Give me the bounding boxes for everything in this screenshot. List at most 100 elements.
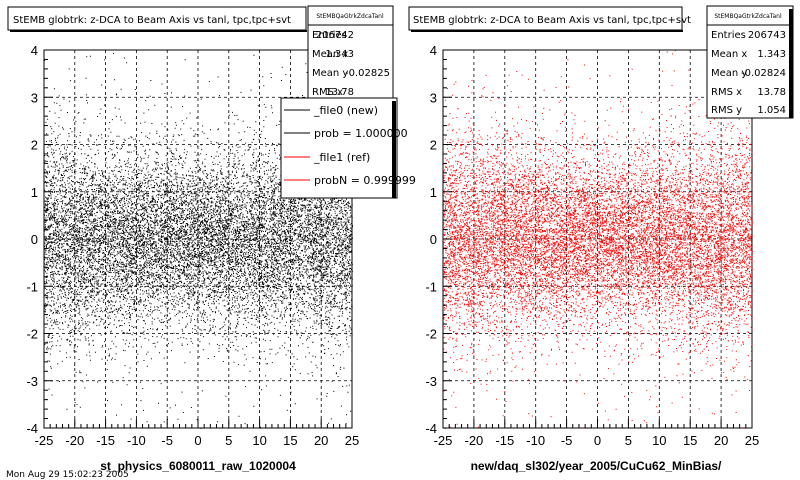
right-point-0	[448, 242, 451, 245]
legend-entry-1: prob = 1.000000	[284, 127, 408, 140]
legend-entry-2: _file1 (ref)	[284, 151, 370, 164]
right-stat-label-2: Mean y	[711, 68, 747, 79]
right-stat-value-2: -0.02824	[741, 68, 786, 79]
left-stat-label-1: Mean x	[312, 49, 348, 60]
left-ytick-label-1: -3	[26, 374, 38, 389]
right-ytick-label-3: -1	[425, 279, 437, 294]
right-point-7	[658, 252, 661, 255]
right-xtick-label-3: -10	[526, 433, 545, 448]
right-point-10	[744, 228, 747, 231]
left-stat-label-2: Mean y	[312, 68, 348, 79]
left-stat-value-3: 13.78	[325, 87, 354, 98]
right-stat-label-3: RMS x	[711, 87, 742, 98]
left-xtick-label-2: -15	[96, 433, 115, 448]
right-x-axis-title: new/daq_sl302/year_2005/CuCu62_MinBias/	[471, 459, 722, 473]
legend-label-0: _file0 (new)	[313, 104, 378, 117]
right-point-3	[534, 228, 537, 231]
right-density-points	[443, 50, 753, 429]
left-xtick-label-6: 5	[225, 433, 232, 448]
right-stat-label-0: Entries	[711, 30, 746, 41]
left-point-1	[73, 252, 76, 255]
left-xtick-label-1: -20	[65, 433, 84, 448]
left-point-5	[197, 228, 199, 231]
right-xtick-label-9: 20	[714, 433, 728, 448]
right-xtick-label-10: 25	[745, 433, 759, 448]
left-ytick-label-0: -4	[26, 421, 38, 436]
legend-box	[280, 97, 398, 199]
left-point-2	[104, 214, 107, 217]
right-xtick-label-0: -25	[434, 433, 453, 448]
right-title: StEMB globtrk: z-DCA to Beam Axis vs tan…	[413, 15, 691, 26]
left-stat-value-1: 1.343	[325, 49, 354, 60]
right-scatter-points	[443, 50, 753, 429]
left-point-7	[258, 223, 261, 226]
right-xtick-label-4: -5	[561, 433, 573, 448]
right-stat-value-4: 1.054	[757, 105, 786, 116]
left-stat-value-0: 206742	[316, 30, 354, 41]
right-ytick-label-5: 1	[430, 185, 437, 200]
left-title: StEMB globtrk: z-DCA to Beam Axis vs tan…	[13, 15, 291, 26]
right-xtick-label-5: 0	[594, 433, 601, 448]
right-point-6	[627, 219, 630, 222]
left-xtick-label-0: -25	[35, 433, 54, 448]
right-stat-label-1: Mean x	[711, 49, 747, 60]
left-ytick-label-8: 4	[31, 43, 38, 58]
left-stat-label-3: RMS x	[312, 87, 343, 98]
right-point-4	[565, 238, 568, 240]
left-scatter-points	[44, 52, 353, 429]
right-stat-value-0: 206743	[748, 30, 786, 41]
right-stat-label-4: RMS y	[711, 105, 742, 116]
right-ytick-label-2: -2	[425, 327, 437, 342]
left-point-0	[49, 233, 52, 236]
right-stats-box	[706, 5, 794, 119]
left-point-10	[344, 247, 347, 250]
left-xtick-label-3: -10	[127, 433, 146, 448]
right-ytick-label-0: -4	[425, 421, 437, 436]
right-xtick-label-1: -20	[465, 433, 484, 448]
left-xtick-label-5: 0	[194, 433, 201, 448]
right-xtick-label-2: -15	[495, 433, 514, 448]
right-xtick-label-8: 15	[683, 433, 697, 448]
legend-label-2: _file1 (ref)	[313, 151, 370, 164]
legend-label-3: probN = 0.999999	[314, 174, 416, 187]
left-xtick-label-7: 10	[252, 433, 266, 448]
right-stat-value-1: 1.343	[757, 49, 786, 60]
left-x-axis-title: st_physics_6080011_raw_1020004	[100, 459, 296, 473]
right-point-5	[596, 247, 599, 250]
left-point-4	[166, 238, 169, 240]
left-point-6	[227, 256, 230, 259]
left-ytick-label-5: 1	[31, 185, 38, 200]
right-ytick-label-6: 2	[430, 138, 437, 153]
left-ytick-label-2: -2	[26, 327, 38, 342]
right-point-2	[503, 261, 506, 264]
right-point-9	[720, 256, 723, 259]
right-ytick-label-1: -3	[425, 374, 437, 389]
left-point-3	[135, 247, 138, 250]
left-stat-label-0: Entries	[312, 30, 347, 41]
right-point-8	[689, 233, 692, 236]
right-ytick-label-8: 4	[430, 43, 437, 58]
right-stat-value-3: 13.78	[757, 87, 786, 98]
left-xtick-label-9: 20	[314, 433, 328, 448]
left-xtick-label-8: 15	[283, 433, 297, 448]
left-ytick-label-7: 3	[31, 90, 38, 105]
legend-entry-0: _file0 (new)	[284, 104, 378, 117]
left-point-9	[320, 219, 323, 222]
left-density-points	[44, 52, 353, 429]
left-stats-name: StEMBQaGtrkZdcaTanl	[316, 13, 384, 20]
left-point-8	[289, 242, 292, 245]
right-xtick-label-6: 5	[625, 433, 632, 448]
right-xtick-label-7: 10	[652, 433, 666, 448]
right-ytick-label-7: 3	[430, 90, 437, 105]
legend-entry-3: probN = 0.999999	[284, 174, 416, 187]
left-ytick-label-4: 0	[31, 232, 38, 247]
right-stats-name: StEMBQaGtrkZdcaTanl	[714, 13, 782, 20]
right-ytick-label-4: 0	[430, 232, 437, 247]
right-point-1	[472, 223, 475, 226]
left-ytick-label-3: -1	[26, 279, 38, 294]
